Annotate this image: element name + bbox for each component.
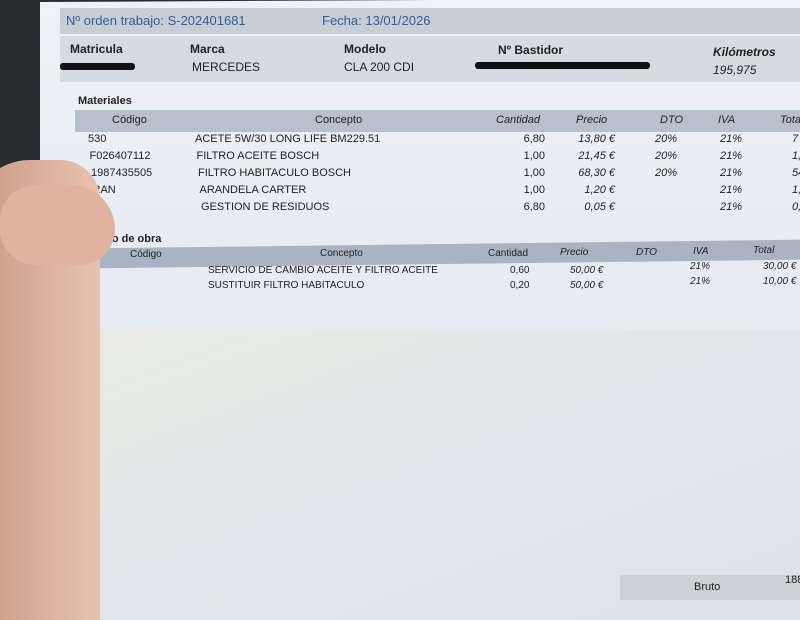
- table-cell: 21%: [720, 184, 743, 196]
- column-header: Concepto: [320, 248, 363, 260]
- km-label: Kilómetros: [713, 45, 776, 59]
- table-cell: 1,00: [523, 184, 545, 196]
- materiales-header-band: [75, 110, 800, 132]
- vehicle-band: [60, 36, 800, 82]
- table-cell: ACETE 5W/30 LONG LIFE BM229.51: [195, 133, 381, 145]
- table-cell: FILTRO HABITACULO BOSCH: [198, 167, 352, 179]
- table-cell: 21%: [720, 150, 743, 162]
- order-number: Nº orden trabajo: S-202401681: [66, 13, 246, 28]
- redacted-matricula: [60, 63, 135, 70]
- modelo-value: CLA 200 CDI: [344, 60, 415, 74]
- table-cell: 21%: [690, 261, 711, 272]
- marca-label: Marca: [190, 42, 225, 56]
- table-cell: 1987435505: [91, 167, 153, 179]
- table-cell: SERVICIO DE CAMBIO ACEITE Y FILTRO ACEIT…: [208, 265, 438, 276]
- materiales-title: Materiales: [78, 95, 132, 107]
- table-cell: 20%: [655, 133, 678, 145]
- km-value: 195,975: [713, 63, 757, 77]
- table-cell: 0,3: [792, 201, 800, 213]
- column-header: Código: [130, 249, 162, 260]
- table-cell: 7: [792, 133, 799, 145]
- table-cell: 21%: [720, 133, 743, 145]
- totals-band: [620, 575, 800, 600]
- table-cell: 21,45 €: [578, 150, 615, 162]
- bruto-value: 188: [785, 574, 800, 586]
- table-cell: SUSTITUIR FILTRO HABITACULO: [208, 280, 365, 291]
- table-cell: 21%: [720, 167, 743, 179]
- table-cell: 20%: [655, 150, 678, 162]
- column-header: Código: [112, 114, 147, 126]
- table-cell: F026407112: [89, 150, 151, 162]
- table-cell: 21%: [720, 201, 743, 213]
- column-header: Concepto: [315, 114, 363, 126]
- table-cell: 21%: [690, 276, 711, 287]
- table-cell: 68,30 €: [578, 167, 615, 179]
- thumb: [0, 185, 115, 265]
- table-cell: 30,00 €: [763, 261, 797, 272]
- column-header: DTO: [636, 246, 657, 258]
- column-header: DTO: [660, 114, 684, 126]
- column-header: Precio: [576, 114, 608, 126]
- table-cell: 20%: [655, 167, 678, 179]
- table-cell: 1,20 €: [584, 184, 615, 196]
- table-cell: 1,00: [523, 167, 545, 179]
- bastidor-label: Nº Bastidor: [498, 43, 564, 57]
- table-cell: GESTION DE RESIDUOS: [201, 201, 330, 213]
- column-header: Total: [753, 245, 775, 257]
- table-cell: 50,00 €: [570, 280, 604, 291]
- column-header: Precio: [560, 247, 589, 259]
- table-cell: 530: [88, 133, 107, 145]
- table-cell: 6,80: [523, 133, 545, 145]
- table-cell: 1,: [792, 184, 800, 196]
- table-cell: 0,20: [510, 280, 530, 291]
- table-cell: ARANDELA CARTER: [199, 184, 307, 196]
- table-cell: 13,80 €: [578, 133, 615, 145]
- table-cell: 50,00 €: [570, 265, 604, 276]
- table-cell: 6,80: [523, 201, 545, 213]
- column-header: Tota: [780, 114, 800, 126]
- order-date: Fecha: 13/01/2026: [322, 13, 431, 28]
- table-cell: 0,05 €: [584, 201, 615, 213]
- table-cell: 1,: [792, 150, 800, 162]
- marca-value: MERCEDES: [192, 60, 261, 74]
- table-cell: 10,00 €: [763, 276, 797, 287]
- header-band: [60, 8, 800, 34]
- document-page-bottom: [65, 330, 800, 620]
- table-cell: FILTRO ACEITE BOSCH: [196, 150, 320, 162]
- table-cell: 0,60: [510, 265, 530, 276]
- bruto-label: Bruto: [694, 581, 721, 593]
- table-cell: 54: [792, 167, 800, 179]
- column-header: IVA: [693, 246, 709, 257]
- redacted-bastidor: [475, 62, 650, 69]
- matricula-label: Matricula: [70, 42, 123, 56]
- column-header: Cantidad: [496, 114, 541, 126]
- table-cell: 1,00: [523, 150, 545, 162]
- modelo-label: Modelo: [344, 42, 386, 56]
- column-header: Cantidad: [488, 247, 529, 259]
- column-header: IVA: [718, 114, 736, 126]
